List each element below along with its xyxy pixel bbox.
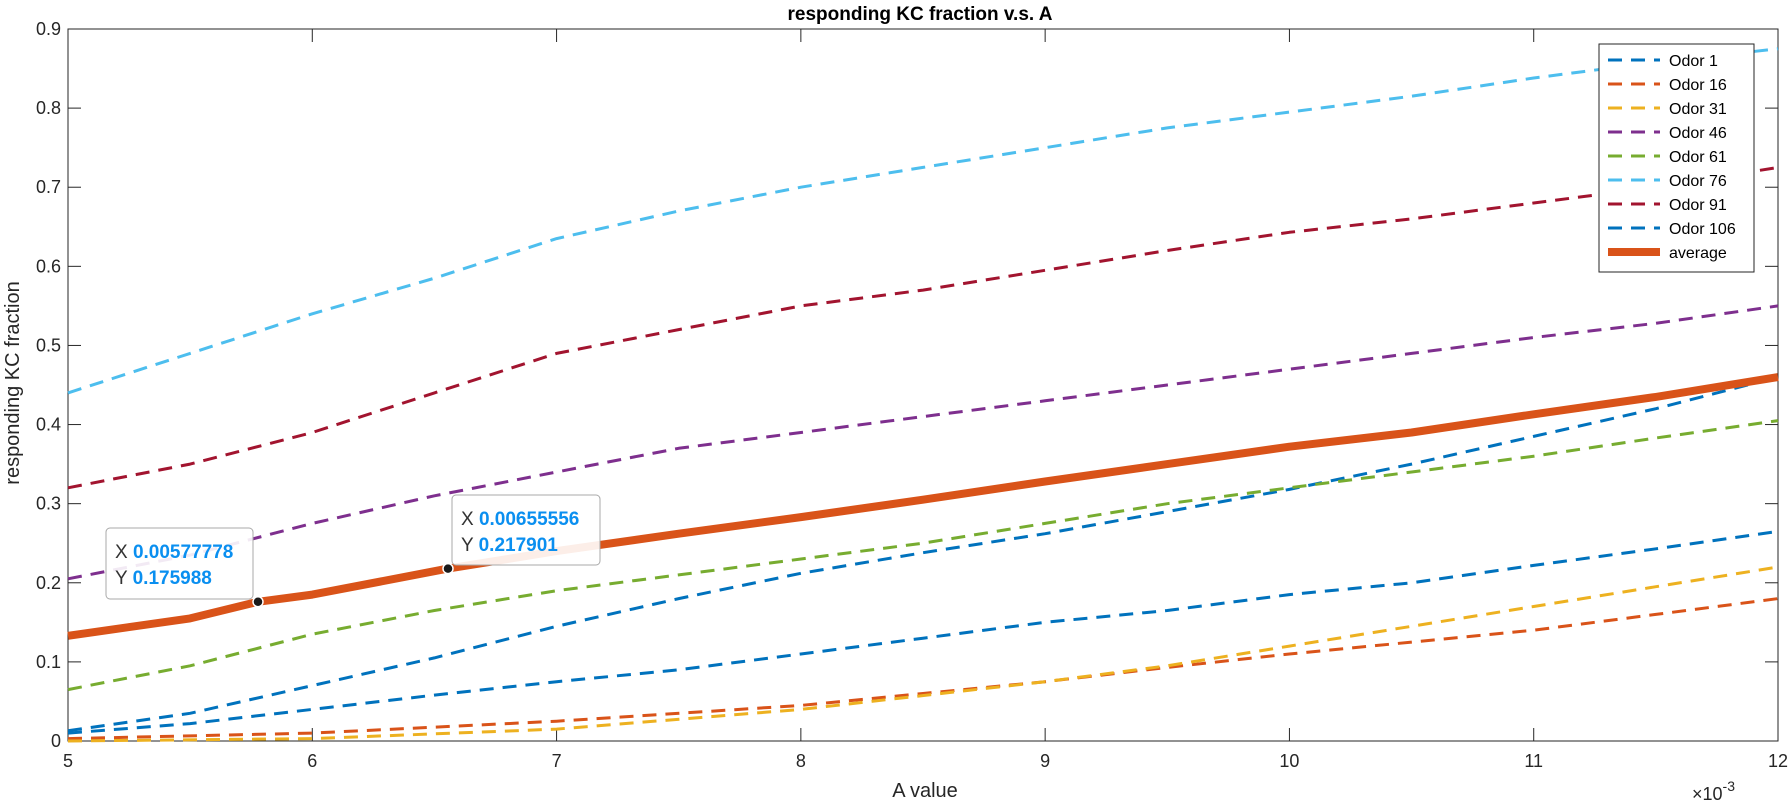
x-tick-label: 9: [1040, 751, 1050, 771]
legend-entry-label: Odor 91: [1669, 197, 1727, 214]
series-line-odor-91: [67, 165, 1779, 490]
x-tick-label: 5: [63, 751, 73, 771]
datatip-x-key: X: [115, 542, 133, 563]
series-line-odor-46: [67, 304, 1779, 581]
y-tick-label: 0: [51, 731, 61, 751]
y-tick-label: 0.1: [36, 652, 61, 672]
x-tick-label: 11: [1524, 751, 1543, 771]
x-tick-label: 12: [1768, 751, 1788, 771]
y-tick-label: 0.4: [36, 415, 61, 435]
legend-entry-label: Odor 61: [1669, 149, 1727, 166]
legend-entry-label: Odor 1: [1669, 53, 1718, 70]
axes-layer: 5 6 7 8 9 10 11 12 0 0.1 0.2 0.3 0.4 0.5 0.6 0.7 0.8 0.9: [36, 19, 1788, 771]
legend-entry-label: Odor 16: [1669, 77, 1727, 94]
datatip-y-key: Y: [115, 568, 133, 589]
x-exponent-base: ×10: [1692, 784, 1723, 804]
datatip-y-key: Y: [461, 535, 479, 556]
datatip-y: Y 0.217901: [461, 535, 558, 556]
x-tick-label: 6: [307, 751, 317, 771]
series-line-average: [67, 373, 1779, 640]
datatip-marker: [442, 562, 454, 575]
plot-box: [67, 28, 1779, 742]
datatip-box: [451, 494, 601, 566]
y-tick-label: 0.8: [36, 98, 61, 118]
datatip-box: [105, 527, 254, 600]
x-exponent-power: -3: [1723, 778, 1736, 794]
datatip-x-value: 0.00655556: [479, 509, 579, 530]
legend-entry-label: Odor 76: [1669, 173, 1727, 190]
series-line-odor-1: [67, 375, 1779, 733]
y-tick-label: 0.9: [36, 19, 61, 39]
datatip-y: Y 0.175988: [115, 568, 212, 589]
y-tick-label: 0.5: [36, 335, 61, 355]
series-line-odor-76: [67, 47, 1779, 395]
y-tick-label: 0.2: [36, 573, 61, 593]
datatip-y-value: 0.175988: [133, 568, 212, 589]
x-axis-exponent: ×10-3: [1692, 778, 1735, 804]
datatip-x-value: 0.00577778: [133, 542, 233, 563]
datatip-marker: [252, 596, 264, 608]
legend-box: [1598, 43, 1755, 273]
legend-entry-label: Odor 106: [1669, 221, 1736, 238]
datatip-y-value: 0.217901: [479, 535, 559, 556]
series-line-odor-106: [67, 529, 1779, 735]
datatip-x: X 0.00577778: [115, 542, 233, 563]
y-axis-label: responding KC fraction: [2, 281, 24, 484]
x-tick-label: 10: [1279, 751, 1299, 771]
datatip-x-key: X: [461, 509, 479, 530]
x-tick-label: 8: [796, 751, 806, 771]
legend-entry-label: average: [1669, 245, 1727, 262]
series-layer: [67, 47, 1779, 743]
series-line-odor-16: [67, 597, 1779, 741]
series-line-odor-61: [67, 419, 1779, 692]
chart-title: responding KC fraction v.s. A: [788, 4, 1053, 25]
x-axis-label: A value: [892, 780, 958, 802]
legend-entry-label: Odor 31: [1669, 101, 1727, 118]
legend[interactable]: Odor 1 Odor 16 Odor 31 Odor 46 Odor 61 Odor 7…: [1598, 43, 1755, 273]
datatip-x: X 0.00655556: [461, 509, 579, 530]
y-tick-label: 0.6: [36, 256, 61, 276]
y-tick-label: 0.3: [36, 494, 61, 514]
x-tick-label: 7: [552, 751, 562, 771]
legend-entry-label: Odor 46: [1669, 125, 1727, 142]
y-tick-label: 0.7: [36, 177, 61, 197]
